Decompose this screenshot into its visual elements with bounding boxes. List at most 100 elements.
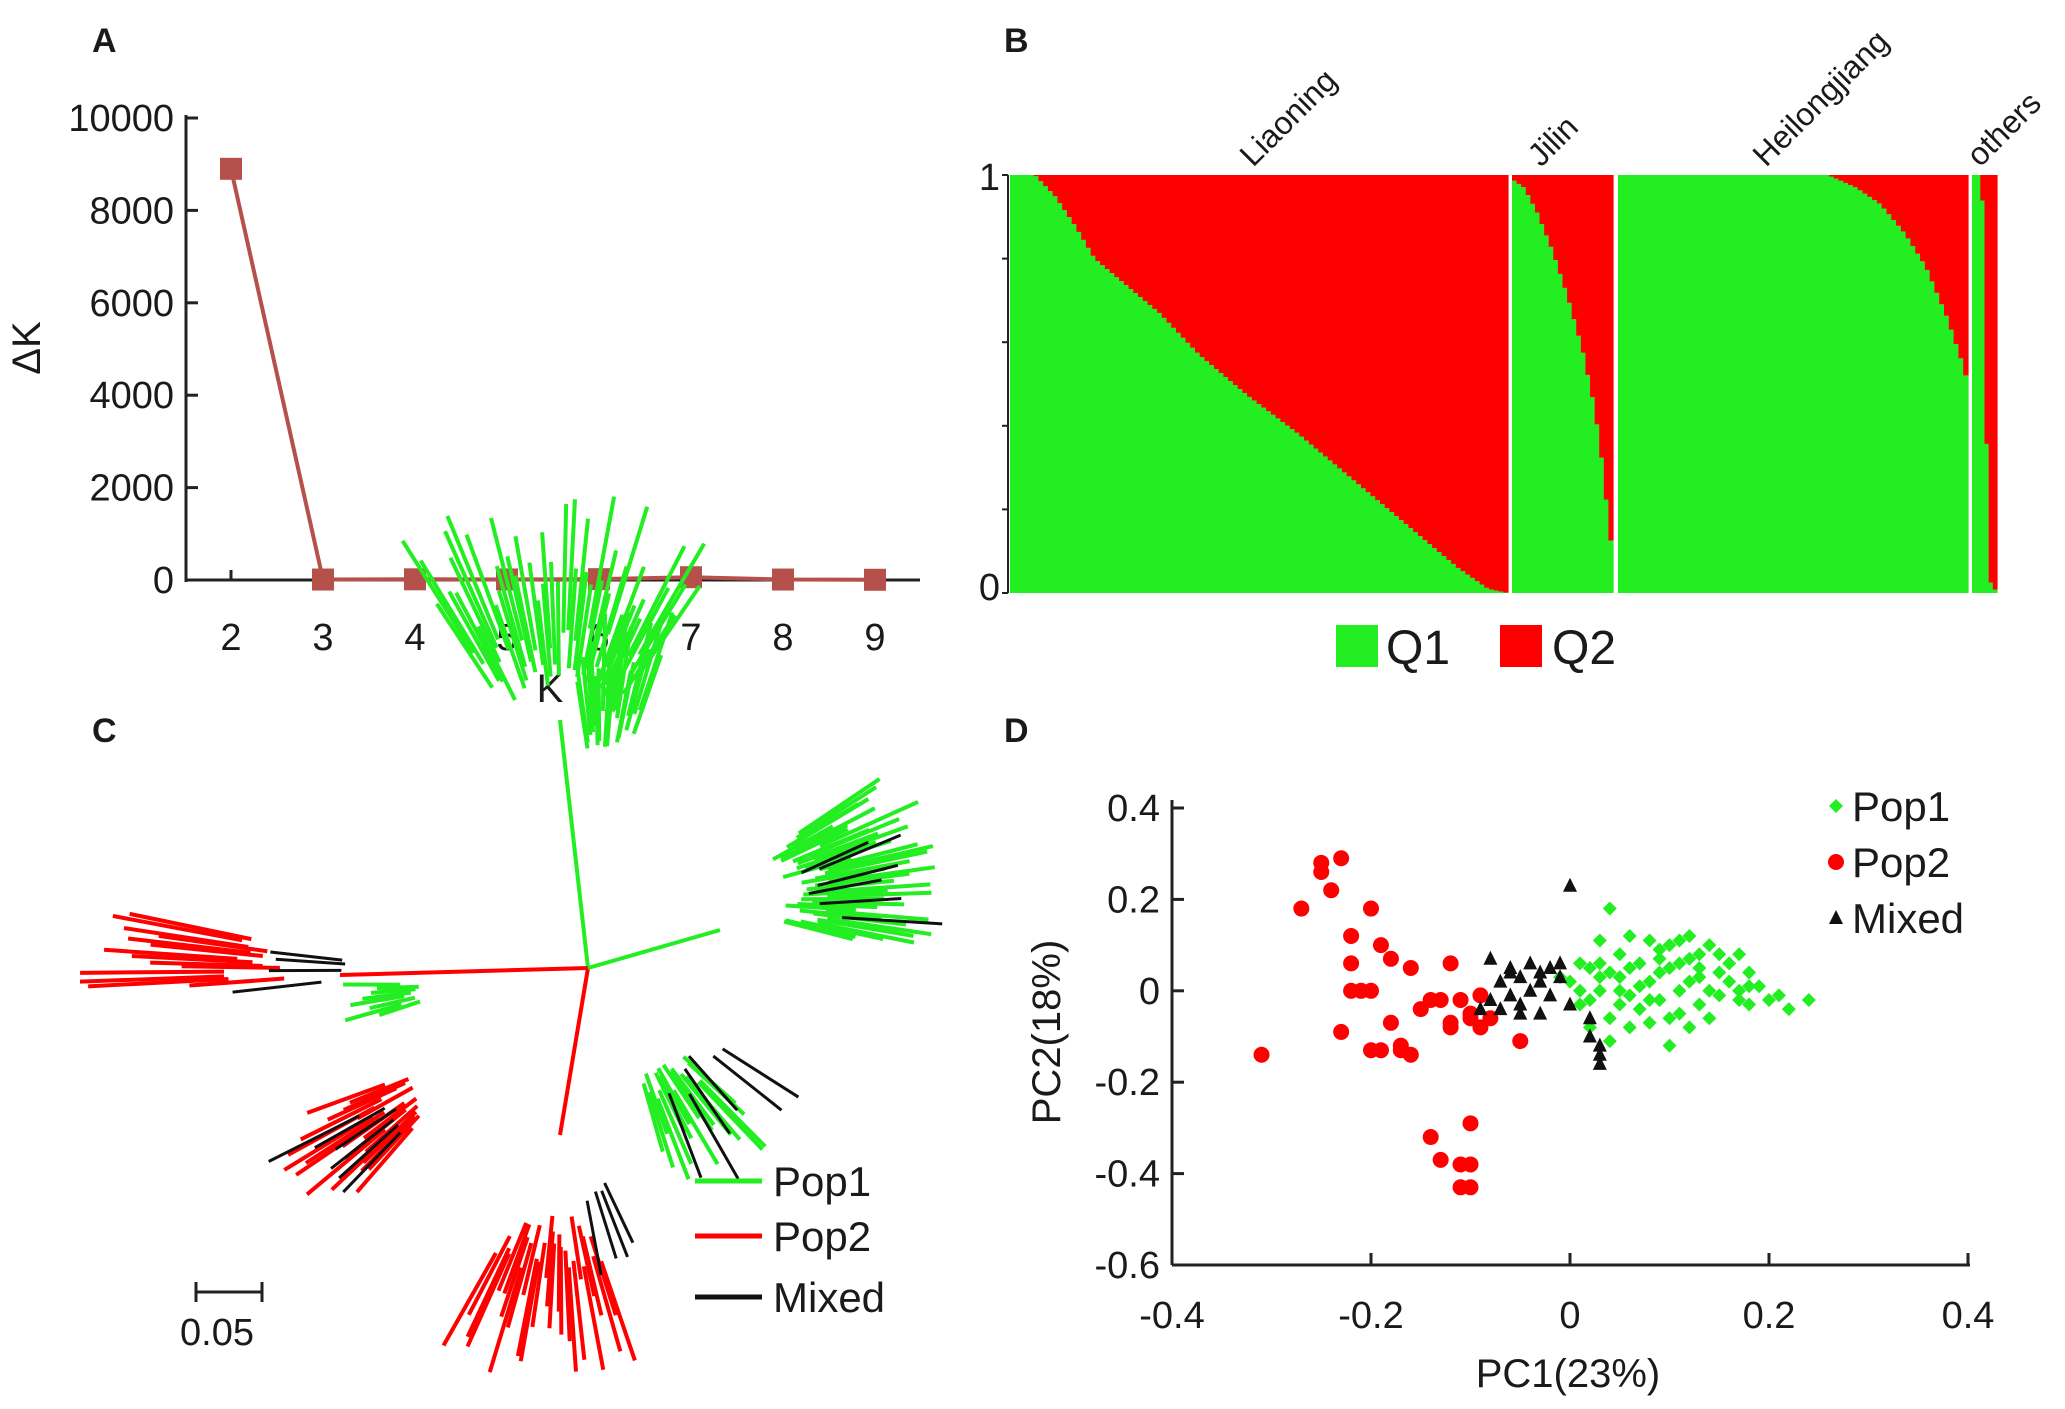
structure-bar-q2 bbox=[1427, 175, 1433, 545]
pca-point-pop1 bbox=[1592, 933, 1607, 948]
structure-bar-q2 bbox=[1843, 175, 1849, 183]
structure-bar-q1 bbox=[1128, 289, 1134, 593]
structure-bar-q2 bbox=[1062, 175, 1068, 211]
structure-bar-q2 bbox=[1557, 175, 1564, 274]
panel-a-y-tick-label: 8000 bbox=[89, 190, 174, 232]
tree-branch-pop1 bbox=[454, 591, 505, 683]
structure-bar-q2 bbox=[1939, 175, 1945, 305]
tree-branch-pop1 bbox=[599, 604, 637, 690]
structure-bar-q1 bbox=[1498, 591, 1504, 593]
structure-bar-q2 bbox=[1988, 175, 1994, 583]
tree-branch-pop1 bbox=[817, 917, 914, 938]
pca-point-pop1 bbox=[1582, 960, 1597, 975]
structure-bar-q2 bbox=[1403, 175, 1409, 525]
structure-bar-q1 bbox=[1256, 404, 1262, 593]
structure-bar-q1 bbox=[1976, 175, 1981, 593]
pca-point-pop1 bbox=[1762, 992, 1776, 1007]
tree-branch-pop2 bbox=[129, 911, 252, 942]
structure-bar-q2 bbox=[1881, 175, 1888, 209]
tree-branch-pop2 bbox=[181, 964, 280, 970]
structure-bar-q1 bbox=[1304, 440, 1310, 593]
structure-bar-q1 bbox=[1417, 536, 1424, 593]
structure-bar-q1 bbox=[1261, 407, 1267, 593]
structure-bar-q2 bbox=[1460, 175, 1466, 572]
structure-bar-q1 bbox=[1857, 190, 1864, 593]
pca-point-pop1 bbox=[1582, 992, 1597, 1007]
tree-branch-pop1 bbox=[602, 678, 611, 747]
structure-bar-q1 bbox=[1446, 559, 1452, 593]
structure-bar-q1 bbox=[1641, 175, 1648, 593]
tree-branch-mixed bbox=[338, 1123, 400, 1180]
structure-bar-q2 bbox=[1294, 175, 1300, 433]
structure-bar-q1 bbox=[1562, 287, 1568, 593]
tree-branch-pop1 bbox=[824, 849, 928, 876]
structure-bar-q2 bbox=[1299, 175, 1305, 437]
tree-branch-mixed bbox=[275, 957, 346, 966]
panel-d-y-tick-label: 0.2 bbox=[1107, 879, 1160, 921]
panel-a-point bbox=[404, 568, 426, 591]
structure-bar-q1 bbox=[1465, 574, 1471, 593]
pca-point-pop1 bbox=[1672, 933, 1687, 948]
pca-point-pop2 bbox=[1452, 991, 1469, 1008]
structure-bar-q1 bbox=[1043, 186, 1049, 594]
structure-bar-q1 bbox=[1114, 277, 1120, 593]
structure-bar-q1 bbox=[1047, 191, 1054, 594]
structure-bar-q2 bbox=[1384, 175, 1391, 509]
structure-bar-q1 bbox=[1920, 261, 1926, 593]
structure-bar-q1 bbox=[1432, 548, 1438, 593]
structure-bar-q2 bbox=[1114, 175, 1120, 278]
structure-bar-q1 bbox=[1924, 269, 1931, 593]
tree-branch-mixed bbox=[817, 863, 899, 887]
tree-branch-mixed bbox=[667, 1092, 703, 1179]
structure-bar-q2 bbox=[1142, 175, 1149, 301]
structure-bar-q1 bbox=[1299, 436, 1305, 593]
structure-bar-q1 bbox=[1204, 361, 1210, 593]
structure-bar-q2 bbox=[1351, 175, 1357, 481]
structure-bar-q2 bbox=[1833, 175, 1840, 179]
pca-point-pop1 bbox=[1682, 928, 1697, 943]
structure-bar-q1 bbox=[1066, 217, 1073, 594]
structure-bar-q1 bbox=[1019, 175, 1025, 593]
pca-point-mixed bbox=[1543, 959, 1558, 974]
pca-point-pop1 bbox=[1602, 901, 1617, 916]
structure-bar-q1 bbox=[1910, 246, 1916, 594]
structure-bar-q2 bbox=[1337, 175, 1343, 469]
structure-bar-q1 bbox=[1285, 425, 1291, 593]
structure-bar-q2 bbox=[1394, 175, 1400, 517]
structure-bar-q1 bbox=[1147, 304, 1153, 593]
panel-a-y-title: ΔK bbox=[5, 321, 49, 375]
structure-bar-q1 bbox=[1843, 182, 1849, 593]
structure-bar-q1 bbox=[1398, 520, 1405, 593]
tree-branch-pop1 bbox=[698, 1079, 767, 1148]
tree-branch-pop2 bbox=[306, 1082, 386, 1115]
structure-bar-q1 bbox=[1512, 180, 1518, 593]
pca-point-mixed bbox=[1533, 973, 1548, 988]
structure-bar-q2 bbox=[1900, 175, 1907, 232]
structure-bar-q2 bbox=[1038, 175, 1044, 182]
structure-bar-q1 bbox=[1332, 464, 1338, 593]
structure-bar-q2 bbox=[1356, 175, 1362, 485]
structure-bar-q1 bbox=[1896, 225, 1902, 593]
pca-point-pop1 bbox=[1712, 947, 1727, 962]
structure-bar-q1 bbox=[1138, 297, 1144, 593]
tree-branch-pop1 bbox=[671, 1089, 720, 1166]
structure-bar-q1 bbox=[1723, 175, 1729, 593]
pca-point-pop1 bbox=[1752, 979, 1767, 994]
structure-bar-q2 bbox=[1828, 175, 1835, 177]
tree-branch-pop2 bbox=[362, 1110, 418, 1165]
pca-point-pop1 bbox=[1712, 988, 1727, 1003]
tree-branch-pop1 bbox=[795, 785, 878, 840]
tree-branch-pop1 bbox=[549, 561, 558, 665]
structure-bar-q2 bbox=[1432, 175, 1438, 549]
tree-branch-pop2 bbox=[362, 1096, 418, 1140]
structure-bar-q1 bbox=[1665, 175, 1672, 593]
structure-bar-q2 bbox=[1166, 175, 1172, 323]
structure-bar-q2 bbox=[1398, 175, 1405, 521]
structure-bar-q1 bbox=[1076, 231, 1082, 593]
tree-branch-pop1 bbox=[600, 613, 608, 712]
structure-bar-q1 bbox=[1109, 273, 1115, 593]
pca-point-pop2 bbox=[1372, 937, 1389, 954]
structure-bar-q2 bbox=[1119, 175, 1125, 282]
tree-branch-pop2 bbox=[499, 1236, 530, 1318]
tree-branch-pop1 bbox=[626, 622, 654, 717]
